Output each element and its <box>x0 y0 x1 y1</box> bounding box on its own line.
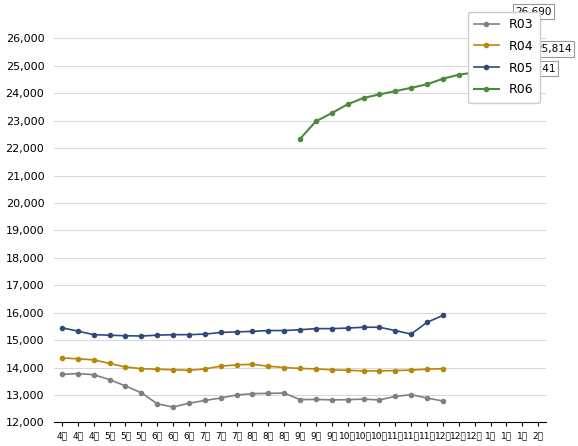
R03 <box>328 397 335 403</box>
R03 <box>138 390 145 396</box>
R06 <box>424 82 431 87</box>
R05 <box>281 328 288 333</box>
R05 <box>58 325 65 330</box>
Line: R04: R04 <box>60 356 445 373</box>
R04 <box>249 362 256 367</box>
R03 <box>75 371 81 376</box>
R04 <box>217 363 224 369</box>
R03 <box>169 405 176 410</box>
R06 <box>503 57 510 62</box>
R03 <box>122 383 129 388</box>
Text: 25,241: 25,241 <box>519 64 555 74</box>
R04 <box>138 366 145 372</box>
R05 <box>376 325 383 330</box>
Legend: R03, R04, R05, R06: R03, R04, R05, R06 <box>468 12 540 103</box>
R04 <box>90 357 97 363</box>
R03 <box>360 396 367 402</box>
R03 <box>106 377 113 382</box>
R03 <box>186 401 192 406</box>
R05 <box>249 329 256 334</box>
R05 <box>138 333 145 339</box>
R06 <box>487 66 494 71</box>
R05 <box>313 326 320 331</box>
R05 <box>90 332 97 337</box>
R05 <box>122 333 129 339</box>
R05 <box>169 332 176 337</box>
R03 <box>424 395 431 401</box>
R06 <box>344 102 351 107</box>
R04 <box>265 363 272 369</box>
R03 <box>201 398 208 403</box>
R04 <box>313 366 320 372</box>
R03 <box>376 397 383 403</box>
R03 <box>281 390 288 396</box>
R06 <box>297 136 303 141</box>
R04 <box>376 368 383 374</box>
R05 <box>75 328 81 334</box>
R03 <box>58 372 65 377</box>
R05 <box>186 332 192 337</box>
R06 <box>519 41 526 46</box>
R03 <box>265 391 272 396</box>
R06 <box>328 111 335 116</box>
R05 <box>201 331 208 337</box>
R04 <box>186 368 192 373</box>
R04 <box>424 367 431 372</box>
R05 <box>233 329 240 334</box>
R03 <box>392 394 399 399</box>
R06 <box>376 92 383 97</box>
R04 <box>392 368 399 373</box>
R04 <box>201 366 208 372</box>
R03 <box>90 372 97 377</box>
R04 <box>439 366 446 372</box>
R06 <box>392 88 399 94</box>
R03 <box>344 397 351 402</box>
R04 <box>360 368 367 374</box>
R03 <box>217 395 224 401</box>
R04 <box>297 366 303 371</box>
R04 <box>75 356 81 361</box>
R03 <box>407 392 414 397</box>
R05 <box>424 320 431 325</box>
R06 <box>535 17 542 22</box>
R03 <box>313 396 320 402</box>
R04 <box>281 365 288 370</box>
R03 <box>154 401 161 406</box>
Line: R03: R03 <box>60 372 445 409</box>
R05 <box>392 328 399 333</box>
R04 <box>122 364 129 370</box>
R04 <box>169 367 176 372</box>
R03 <box>233 392 240 398</box>
R06 <box>407 85 414 91</box>
R06 <box>471 70 478 75</box>
R05 <box>297 327 303 332</box>
R04 <box>344 368 351 373</box>
R05 <box>265 328 272 333</box>
Text: 25,814: 25,814 <box>535 44 572 54</box>
R05 <box>344 326 351 331</box>
R06 <box>313 119 320 124</box>
R06 <box>439 76 446 82</box>
R04 <box>58 355 65 361</box>
R05 <box>328 326 335 331</box>
R05 <box>106 333 113 338</box>
R03 <box>297 397 303 402</box>
R04 <box>154 367 161 372</box>
Line: R06: R06 <box>298 17 540 141</box>
R05 <box>217 330 224 335</box>
R04 <box>328 367 335 372</box>
R03 <box>439 398 446 404</box>
R05 <box>154 333 161 338</box>
R03 <box>249 391 256 396</box>
R04 <box>106 361 113 366</box>
Line: R05: R05 <box>60 314 445 338</box>
R04 <box>233 362 240 368</box>
R05 <box>360 325 367 330</box>
R05 <box>407 331 414 337</box>
Text: 26,690: 26,690 <box>515 7 551 17</box>
R05 <box>439 313 446 318</box>
R04 <box>407 368 414 373</box>
R06 <box>360 95 367 101</box>
R06 <box>455 72 462 77</box>
